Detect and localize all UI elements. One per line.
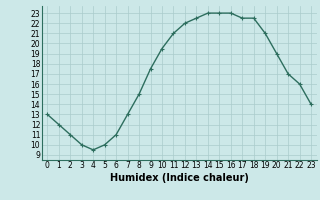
X-axis label: Humidex (Indice chaleur): Humidex (Indice chaleur) bbox=[110, 173, 249, 183]
